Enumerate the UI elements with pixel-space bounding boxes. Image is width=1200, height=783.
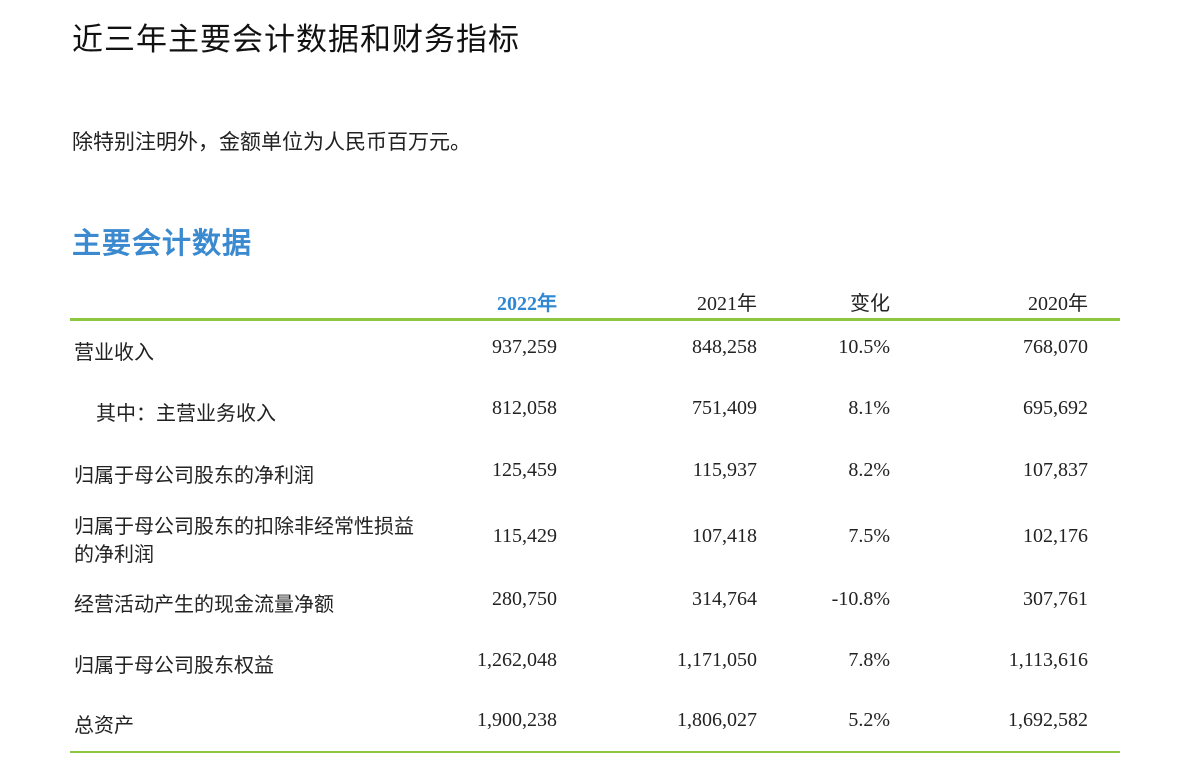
value-2020: 107,837	[1023, 459, 1088, 481]
value-2022: 280,750	[492, 588, 557, 610]
table-header: 2022年 2021年 变化 2020年	[70, 280, 1120, 321]
value-2021: 107,418	[692, 525, 757, 547]
value-change: -10.8%	[831, 588, 890, 610]
value-2022: 1,900,238	[477, 709, 557, 731]
value-2022: 937,259	[492, 336, 557, 358]
value-2020: 695,692	[1023, 397, 1088, 419]
value-2021: 115,937	[692, 459, 757, 481]
value-change: 10.5%	[838, 336, 890, 358]
row-label: 归属于母公司股东的净利润	[74, 463, 314, 487]
value-2020: 1,113,616	[1008, 649, 1088, 671]
unit-note: 除特别注明外，金额单位为人民币百万元。	[72, 130, 471, 154]
row-label: 其中：主营业务收入	[96, 401, 276, 425]
page-title: 近三年主要会计数据和财务指标	[72, 22, 520, 58]
row-label: 归属于母公司股东的扣除非经常性损益	[74, 514, 414, 538]
header-2022: 2022年	[497, 293, 557, 315]
value-change: 7.8%	[848, 649, 890, 671]
row-label: 营业收入	[74, 340, 154, 364]
value-2020: 102,176	[1023, 525, 1088, 547]
value-2020: 307,761	[1023, 588, 1088, 610]
header-2021: 2021年	[697, 293, 757, 315]
row-label: 经营活动产生的现金流量净额	[74, 592, 334, 616]
section-title: 主要会计数据	[72, 226, 253, 260]
value-2022: 1,262,048	[477, 649, 557, 671]
value-2021: 1,806,027	[677, 709, 757, 731]
value-2022: 812,058	[492, 397, 557, 419]
row-label-line2: 的净利润	[74, 542, 154, 566]
value-change: 8.2%	[848, 459, 890, 481]
value-change: 7.5%	[848, 525, 890, 547]
header-change: 变化	[850, 291, 890, 315]
value-2021: 314,764	[692, 588, 757, 610]
value-2020: 768,070	[1023, 336, 1088, 358]
row-label: 归属于母公司股东权益	[74, 653, 274, 677]
value-change: 8.1%	[848, 397, 890, 419]
value-2020: 1,692,582	[1008, 709, 1088, 731]
header-2020: 2020年	[1028, 293, 1088, 315]
value-2021: 751,409	[692, 397, 757, 419]
value-change: 5.2%	[848, 709, 890, 731]
accounting-data-table: 2022年 2021年 变化 2020年 营业收入 937,259 848,25…	[70, 280, 1120, 753]
value-2021: 848,258	[692, 336, 757, 358]
value-2022: 125,459	[492, 459, 557, 481]
value-2022: 115,429	[492, 525, 557, 547]
table-bottom-rule	[70, 751, 1120, 753]
row-label: 总资产	[74, 713, 134, 737]
value-2021: 1,171,050	[677, 649, 757, 671]
